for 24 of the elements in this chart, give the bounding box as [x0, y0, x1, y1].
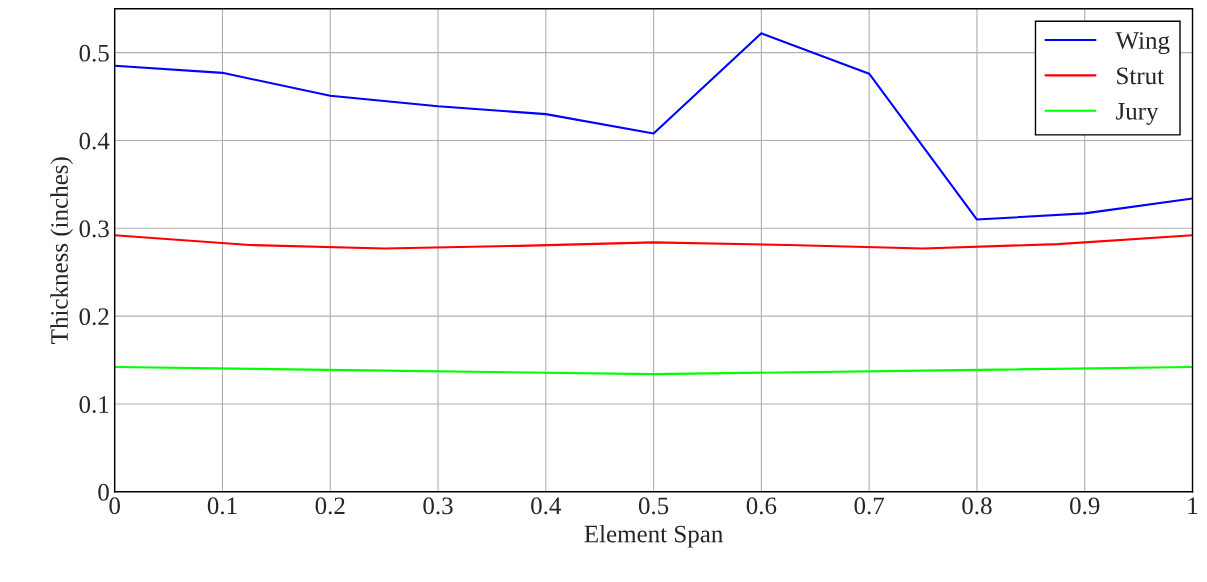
x-tick-label: 0.4 [531, 497, 562, 515]
legend-label: Strut [1117, 67, 1164, 85]
y-tick-label: 0 [98, 483, 109, 501]
y-tick-label: 0.1 [79, 396, 109, 413]
y-axis-title: Thickness (inches) [50, 157, 73, 344]
legend-label: Jury [1116, 103, 1159, 125]
y-tick-label: 0.5 [79, 44, 109, 62]
x-tick-label: 0.1 [207, 497, 237, 515]
x-tick-label: 0.7 [854, 497, 885, 515]
y-tick-label: 0.2 [79, 308, 109, 326]
line-series [114, 32, 1193, 221]
line-series [114, 234, 1193, 250]
y-tick-label: 0.4 [79, 132, 110, 150]
legend-label: Wing [1115, 32, 1170, 55]
x-tick-label: 0.9 [1070, 497, 1100, 515]
x-tick-label: 0.6 [746, 497, 777, 515]
x-tick-label: 1 [1188, 497, 1198, 514]
x-tick-label: 0.8 [962, 497, 992, 515]
x-tick-label: 0.5 [638, 497, 669, 515]
x-axis-title: Element Span [584, 524, 723, 548]
y-tick-label: 0.3 [79, 220, 109, 238]
x-tick-label: 0.2 [315, 497, 345, 515]
x-tick-label: 0 [109, 497, 120, 515]
x-tick-label: 0.3 [423, 497, 453, 515]
